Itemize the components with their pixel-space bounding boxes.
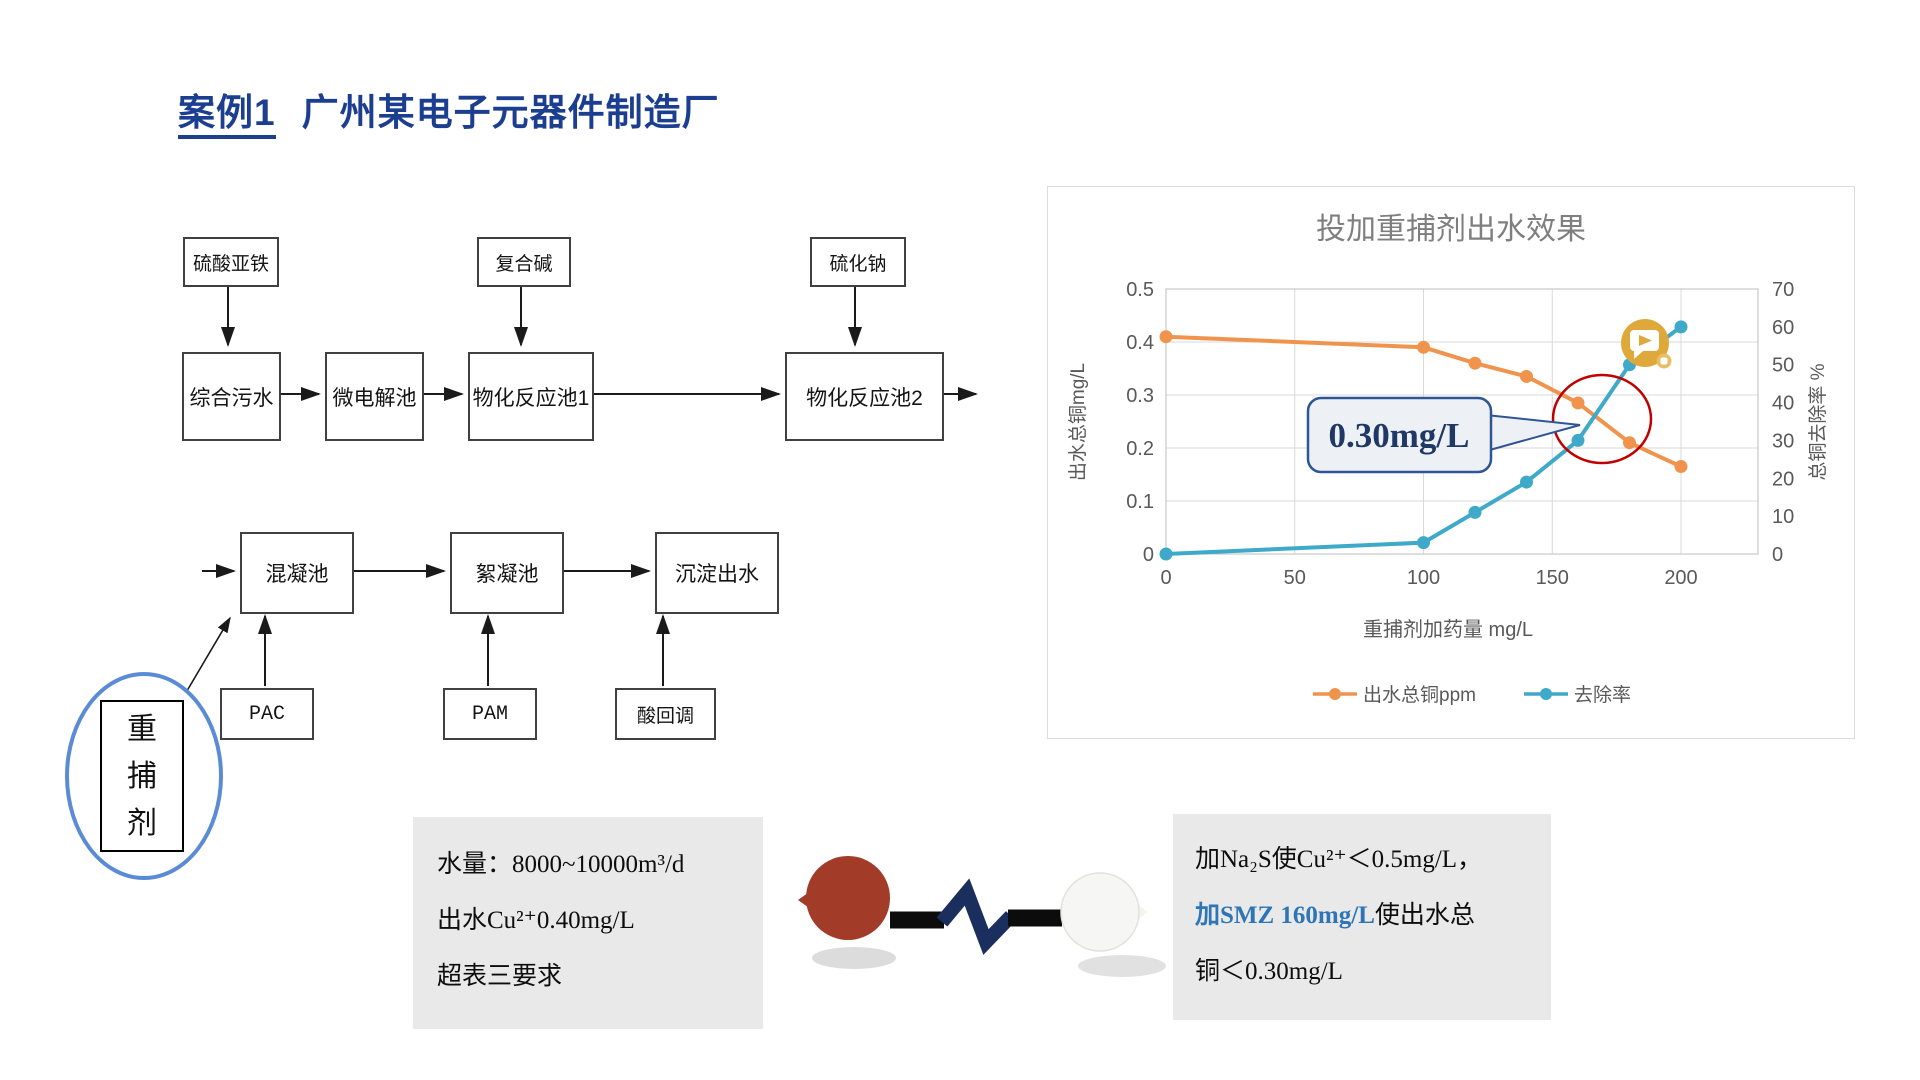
page-title: 案例1 广州某电子元器件制造厂 — [178, 82, 720, 139]
svg-text:0.4: 0.4 — [1126, 332, 1154, 354]
flow-box-ferrous-sulfate: 硫酸亚铁 — [183, 237, 279, 287]
red-circle-annotation — [1551, 373, 1653, 465]
svg-text:0: 0 — [1772, 544, 1783, 566]
svg-text:出水总铜ppm: 出水总铜ppm — [1363, 684, 1476, 706]
note-effluent-cu: 出水Cu²⁺0.40mg/L — [437, 907, 635, 934]
svg-text:200: 200 — [1664, 567, 1697, 589]
red-node-shadow — [812, 947, 896, 969]
svg-text:50: 50 — [1284, 567, 1306, 589]
flow-box-micro-electrolysis: 微电解池 — [325, 352, 424, 441]
flow-box-sodium-sulfide: 硫化钠 — [810, 237, 906, 287]
note-smz-dose: 加SMZ 160mg/L使出水总 — [1195, 902, 1475, 929]
note-copper-limit: 铜＜0.30mg/L — [1195, 958, 1343, 985]
svg-text:0: 0 — [1160, 567, 1171, 589]
solution-note-box: 加Na₂S使Cu²⁺＜0.5mg/L， 加SMZ 160mg/L使出水总 铜＜0… — [1173, 814, 1551, 1020]
chart-left-axis-label: 出水总铜mg/L — [1067, 363, 1089, 481]
heavy-metal-catcher-box: 重捕剂 — [100, 700, 184, 852]
white-node-icon — [1060, 872, 1148, 952]
flow-box-physchem-tank2: 物化反应池2 — [785, 352, 944, 441]
flow-box-flocculation-tank: 絮凝池 — [450, 532, 564, 614]
svg-text:0: 0 — [1143, 544, 1154, 566]
svg-text:0.2: 0.2 — [1126, 438, 1154, 460]
note-na2s-dose: 加Na₂S使Cu²⁺＜0.5mg/L， — [1195, 846, 1483, 873]
chart-title: 投加重捕剂出水效果 — [1316, 213, 1586, 246]
svg-text:20: 20 — [1772, 468, 1794, 490]
svg-text:10: 10 — [1772, 506, 1794, 528]
chart-x-axis-label: 重捕剂加药量 mg/L — [1363, 618, 1533, 641]
note-smz-highlight: 加SMZ 160mg/L — [1195, 902, 1375, 929]
chart-tick-labels: 0 0.1 0.2 0.3 0.4 0.5 0 10 20 30 40 50 60 70 0 50 100 150… — [1126, 279, 1794, 589]
flow-box-pac: PAC — [220, 688, 314, 740]
flow-box-coagulation-tank: 混凝池 — [240, 532, 354, 614]
broken-link-graphic — [798, 856, 1166, 977]
note-exceeds-standard: 超表三要求 — [437, 963, 563, 990]
svg-text:70: 70 — [1772, 279, 1794, 301]
svg-text:0.3: 0.3 — [1126, 385, 1154, 407]
svg-text:100: 100 — [1407, 567, 1440, 589]
white-node-shadow — [1078, 955, 1166, 977]
svg-text:去除率: 去除率 — [1574, 684, 1631, 706]
chart-series — [1159, 320, 1688, 561]
svg-text:0.1: 0.1 — [1126, 491, 1154, 513]
svg-text:30: 30 — [1772, 430, 1794, 452]
chart-legend: 出水总铜ppm 去除率 — [1313, 684, 1631, 706]
svg-text:60: 60 — [1772, 317, 1794, 339]
note-water-volume: 水量：8000~10000m³/d — [437, 851, 685, 878]
red-node-icon — [798, 856, 890, 940]
flow-box-pam: PAM — [443, 688, 537, 740]
chart-right-axis-label: 总铜去除率 % — [1807, 363, 1829, 480]
condition-note-box: 水量：8000~10000m³/d 出水Cu²⁺0.40mg/L 超表三要求 — [413, 817, 763, 1029]
callout-text: 0.30mg/L — [1329, 416, 1470, 455]
flow-box-acid-readjust: 酸回调 — [615, 688, 716, 740]
flow-box-physchem-tank1: 物化反应池1 — [468, 352, 594, 441]
media-comment-icon[interactable] — [1621, 319, 1672, 369]
flow-box-combined-wastewater: 综合污水 — [182, 352, 281, 441]
svg-text:40: 40 — [1772, 393, 1794, 415]
heavy-metal-catcher-label: 重捕剂 — [127, 712, 157, 840]
callout-annotation: 0.30mg/L — [1306, 396, 1581, 474]
zigzag-link-icon — [890, 878, 1062, 955]
effect-chart: 投加重捕剂出水效果 0 0.1 0.2 0.3 0.4 0.5 0 10 20 30 40 50 60 7… — [1067, 213, 1829, 706]
title-case-number: 案例1 — [178, 92, 276, 139]
title-company-name: 广州某电子元器件制造厂 — [301, 92, 720, 133]
svg-text:150: 150 — [1536, 567, 1569, 589]
flow-box-settled-effluent: 沉淀出水 — [655, 532, 779, 614]
svg-text:50: 50 — [1772, 355, 1794, 377]
flow-box-compound-alkali: 复合碱 — [477, 237, 571, 287]
svg-text:0.5: 0.5 — [1126, 279, 1154, 301]
effect-chart-panel: 投加重捕剂出水效果 0 0.1 0.2 0.3 0.4 0.5 0 10 20 30 40 50 60 7… — [1047, 186, 1855, 739]
